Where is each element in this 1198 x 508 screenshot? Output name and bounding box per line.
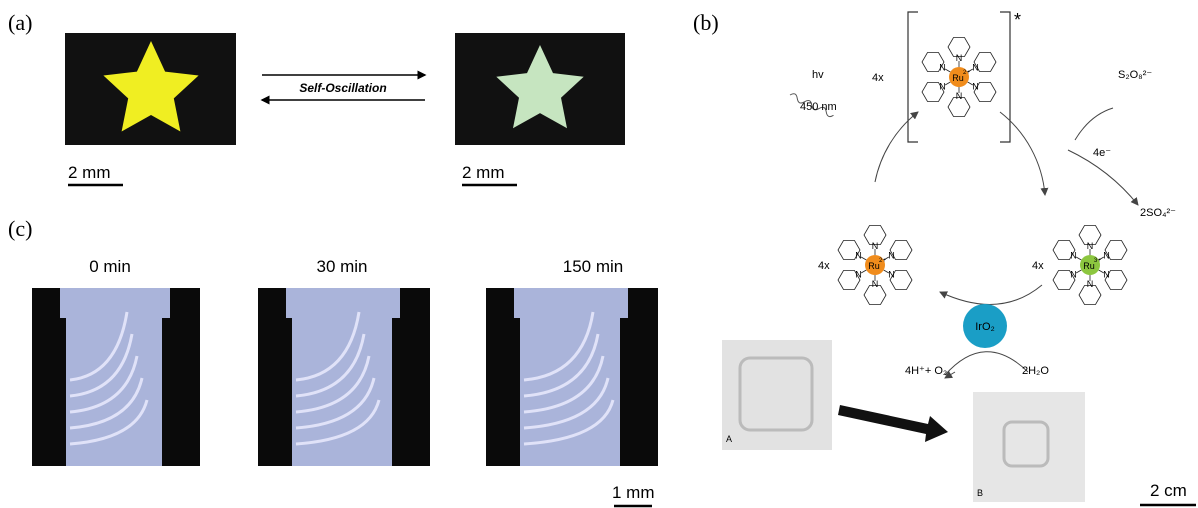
evolved-label: 4H⁺+ O₂	[905, 365, 947, 377]
figure: (a) Self-Oscillation 2 mm 2 mm (c) 0 min…	[0, 0, 1198, 508]
atom-label: N	[888, 251, 895, 261]
atom-label: N	[1103, 270, 1110, 280]
time-label: 0 min	[89, 257, 131, 276]
charge-label: 2+	[879, 258, 886, 264]
multiplier: 4x	[818, 260, 830, 272]
bond	[1076, 257, 1081, 260]
photo-row: 0 min 30 min 150 min	[32, 257, 658, 466]
cycle-arrow	[875, 112, 918, 182]
bond	[861, 270, 866, 273]
atom-label: N	[872, 279, 879, 289]
atom-label: N	[972, 82, 979, 92]
multiplier: 4x	[1032, 260, 1044, 272]
bond	[861, 257, 866, 260]
mask	[400, 288, 430, 318]
light-label: hv	[812, 69, 824, 81]
atom-label: N	[1070, 270, 1077, 280]
mask	[32, 318, 66, 466]
excited-mark: *	[1014, 10, 1021, 30]
mask	[32, 288, 60, 318]
time-label: 30 min	[316, 257, 367, 276]
mask	[258, 318, 292, 466]
shrink-arrow	[838, 405, 948, 442]
scale-label: 2 mm	[462, 163, 505, 182]
bond	[945, 82, 950, 85]
atom-label: N	[855, 270, 862, 280]
panel-label: (a)	[8, 10, 32, 35]
product-label: 2SO₄²⁻	[1140, 207, 1176, 219]
arrow-label: Self-Oscillation	[299, 81, 386, 95]
scale-label: 2 cm	[1150, 481, 1187, 500]
side-arrow	[945, 352, 1028, 375]
atom-label: N	[1087, 241, 1094, 251]
photo-label: B	[977, 488, 983, 498]
mask	[258, 288, 286, 318]
atom-label: N	[1070, 251, 1077, 261]
atom-label: N	[939, 82, 946, 92]
panel-label: (b)	[693, 10, 719, 35]
side-arrow	[1075, 108, 1113, 140]
oxidant-label: S₂O₈²⁻	[1118, 69, 1152, 81]
atom-label: N	[1087, 279, 1094, 289]
scale-label: 1 mm	[612, 483, 655, 502]
bond	[945, 69, 950, 72]
charge-label: 3+	[1094, 258, 1101, 264]
bond	[1076, 270, 1081, 273]
panel-label: (c)	[8, 216, 32, 241]
atom-label: N	[956, 91, 963, 101]
water-label: 2H₂O	[1022, 365, 1049, 377]
mask	[170, 288, 200, 318]
electron-label: 4e⁻	[1093, 147, 1111, 159]
photo	[973, 392, 1085, 502]
photo-label: A	[726, 434, 732, 444]
atom-label: N	[939, 63, 946, 73]
time-label: 150 min	[563, 257, 623, 276]
multiplier: 4x	[872, 72, 884, 84]
cycle-arrow	[1000, 112, 1045, 195]
cycle-arrow	[940, 285, 1042, 304]
atom-label: N	[1103, 251, 1110, 261]
atom-label: N	[956, 53, 963, 63]
catalyst-label: IrO₂	[975, 321, 995, 333]
scale-label: 2 mm	[68, 163, 111, 182]
atom-label: N	[888, 270, 895, 280]
atom-label: N	[855, 251, 862, 261]
atom-label: N	[872, 241, 879, 251]
mask	[486, 318, 520, 466]
mask	[162, 318, 200, 466]
mask	[620, 318, 658, 466]
mask	[628, 288, 658, 318]
atom-label: N	[972, 63, 979, 73]
mask	[486, 288, 514, 318]
mask	[392, 318, 430, 466]
charge-label: 2+	[963, 70, 970, 76]
wavelength-label: 450 nm	[800, 101, 837, 113]
